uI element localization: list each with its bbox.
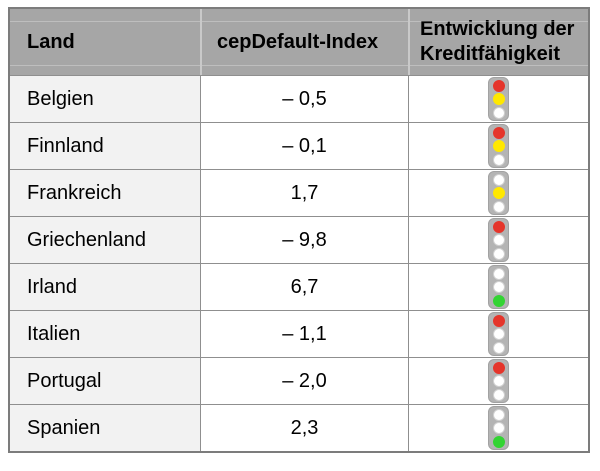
traffic-light-icon	[488, 77, 509, 121]
traffic-light-bulb-middle	[492, 328, 505, 340]
country-label: Spanien	[27, 416, 101, 439]
traffic-light-icon	[488, 265, 509, 309]
country-cell: Italien	[10, 311, 200, 357]
index-value: – 9,8	[282, 228, 327, 251]
traffic-light-bulb-bottom	[492, 153, 505, 166]
traffic-light-bulb-bottom	[492, 247, 505, 260]
country-cell: Frankreich	[10, 170, 200, 216]
traffic-light-bulb-top	[492, 408, 505, 421]
rating-cell	[408, 358, 588, 404]
traffic-light-bulb-top	[492, 126, 505, 139]
index-cell: 2,3	[200, 405, 408, 451]
country-label: Irland	[27, 275, 78, 298]
country-label: Finnland	[27, 134, 104, 157]
rating-cell	[408, 264, 588, 310]
index-cell: – 9,8	[200, 217, 408, 263]
traffic-light-bulb-bottom	[492, 388, 505, 401]
traffic-light-bulb-top	[492, 314, 505, 327]
country-label: Portugal	[27, 369, 102, 392]
country-label: Belgien	[27, 87, 94, 110]
traffic-light-bulb-bottom	[492, 294, 505, 307]
traffic-light-bulb-bottom	[492, 435, 505, 448]
index-value: 6,7	[290, 275, 319, 298]
traffic-light-bulb-top	[492, 173, 505, 186]
traffic-light-bulb-bottom	[492, 200, 505, 213]
column-header-entwicklung: Entwicklung der Kreditfähigkeit	[408, 9, 588, 75]
country-cell: Belgien	[10, 76, 200, 122]
traffic-light-bulb-middle	[492, 422, 505, 434]
table-row: Belgien – 0,5	[10, 75, 588, 122]
traffic-light-icon	[488, 359, 509, 403]
country-label: Griechenland	[27, 228, 146, 251]
index-value: 2,3	[290, 416, 319, 439]
table-row: Italien – 1,1	[10, 310, 588, 357]
index-cell: – 0,1	[200, 123, 408, 169]
index-cell: 6,7	[200, 264, 408, 310]
index-value: – 0,1	[282, 134, 327, 157]
table-row: Spanien 2,3	[10, 404, 588, 451]
country-cell: Griechenland	[10, 217, 200, 263]
traffic-light-bulb-bottom	[492, 341, 505, 354]
traffic-light-bulb-middle	[492, 140, 505, 152]
table-row: Frankreich 1,7	[10, 169, 588, 216]
traffic-light-bulb-top	[492, 267, 505, 280]
rating-cell	[408, 123, 588, 169]
traffic-light-bulb-bottom	[492, 106, 505, 119]
table-body: Belgien – 0,5 Finnland – 0,1	[10, 75, 588, 451]
column-header-entwicklung-line2: Kreditfähigkeit	[420, 43, 561, 65]
index-cell: – 2,0	[200, 358, 408, 404]
traffic-light-icon	[488, 124, 509, 168]
index-value: – 1,1	[282, 322, 327, 345]
traffic-light-bulb-top	[492, 79, 505, 92]
table-row: Irland 6,7	[10, 263, 588, 310]
traffic-light-bulb-top	[492, 361, 505, 374]
traffic-light-icon	[488, 312, 509, 356]
country-cell: Portugal	[10, 358, 200, 404]
rating-cell	[408, 311, 588, 357]
index-value: – 0,5	[282, 87, 327, 110]
index-cell: – 1,1	[200, 311, 408, 357]
column-header-entwicklung-line1: Entwicklung der	[420, 18, 575, 40]
country-cell: Finnland	[10, 123, 200, 169]
traffic-light-bulb-top	[492, 220, 505, 233]
index-value: – 2,0	[282, 369, 327, 392]
table-row: Portugal – 2,0	[10, 357, 588, 404]
index-value: 1,7	[290, 181, 319, 204]
rating-cell	[408, 405, 588, 451]
column-header-land-label: Land	[27, 30, 75, 53]
rating-cell	[408, 217, 588, 263]
traffic-light-icon	[488, 406, 509, 450]
traffic-light-bulb-middle	[492, 281, 505, 293]
table-header-row: Land cepDefault-Index Entwicklung der Kr…	[10, 9, 588, 75]
traffic-light-icon	[488, 218, 509, 262]
traffic-light-bulb-middle	[492, 234, 505, 246]
country-label: Frankreich	[27, 181, 122, 204]
table-row: Finnland – 0,1	[10, 122, 588, 169]
index-cell: – 0,5	[200, 76, 408, 122]
rating-cell	[408, 76, 588, 122]
index-cell: 1,7	[200, 170, 408, 216]
traffic-light-icon	[488, 171, 509, 215]
traffic-light-bulb-middle	[492, 187, 505, 199]
country-default-index-table: Land cepDefault-Index Entwicklung der Kr…	[8, 7, 590, 453]
traffic-light-bulb-middle	[492, 93, 505, 105]
traffic-light-bulb-middle	[492, 375, 505, 387]
country-cell: Spanien	[10, 405, 200, 451]
rating-cell	[408, 170, 588, 216]
country-label: Italien	[27, 322, 81, 345]
column-header-cepdefault-index: cepDefault-Index	[200, 9, 408, 75]
column-header-land: Land	[10, 9, 200, 75]
country-cell: Irland	[10, 264, 200, 310]
column-header-index-label: cepDefault-Index	[217, 30, 379, 53]
table-row: Griechenland – 9,8	[10, 216, 588, 263]
